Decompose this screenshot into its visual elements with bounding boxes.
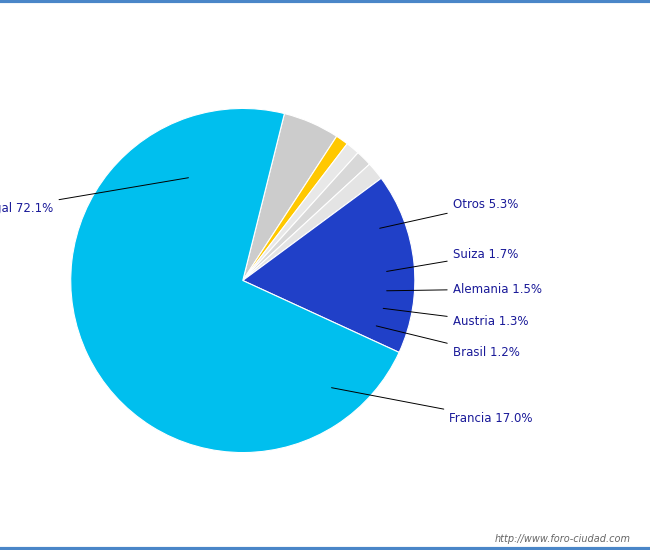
Wedge shape xyxy=(243,164,381,280)
Wedge shape xyxy=(243,153,370,280)
Text: Austria 1.3%: Austria 1.3% xyxy=(384,309,528,328)
Text: Brasil 1.2%: Brasil 1.2% xyxy=(376,326,519,359)
Text: Otros 5.3%: Otros 5.3% xyxy=(380,199,518,228)
Wedge shape xyxy=(243,113,337,280)
Text: http://www.foro-ciudad.com: http://www.foro-ciudad.com xyxy=(495,535,630,544)
Wedge shape xyxy=(243,144,358,280)
Text: As Neves - Turistas extranjeros según país - Abril de 2024: As Neves - Turistas extranjeros según pa… xyxy=(113,18,537,34)
Text: Portugal 72.1%: Portugal 72.1% xyxy=(0,178,188,214)
Text: Alemania 1.5%: Alemania 1.5% xyxy=(387,283,541,295)
Wedge shape xyxy=(71,108,399,453)
Wedge shape xyxy=(243,136,347,280)
Wedge shape xyxy=(243,178,415,353)
Text: Suiza 1.7%: Suiza 1.7% xyxy=(387,248,518,272)
Text: Francia 17.0%: Francia 17.0% xyxy=(332,388,533,425)
